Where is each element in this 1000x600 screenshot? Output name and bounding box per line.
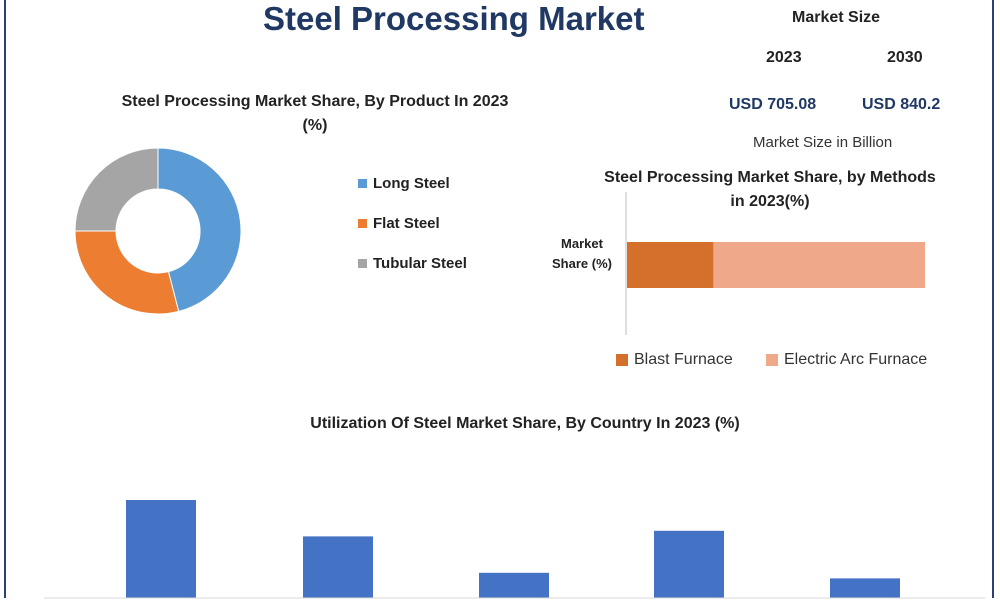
market-size-unit-note: Market Size in Billion — [753, 134, 893, 151]
country-bar — [830, 578, 900, 598]
market-size-2030-value: USD 840.2 — [862, 96, 941, 113]
legend-label-blast-furnace: Blast Furnace — [634, 351, 733, 368]
legend-item-flat-steel: Flat Steel — [358, 215, 440, 232]
year-2030-label: 2030 — [887, 49, 923, 66]
legend-item-blast-furnace: Blast Furnace — [616, 351, 733, 369]
legend-swatch-tubular-steel — [358, 259, 367, 268]
legend-swatch-blast-furnace — [616, 354, 628, 366]
country-bar — [303, 536, 373, 598]
country-bar — [654, 530, 724, 598]
country-chart-title: Utilization Of Steel Market Share, By Co… — [310, 415, 740, 432]
chart-frame — [4, 0, 994, 598]
legend-item-electric-arc-furnace: Electric Arc Furnace — [766, 351, 927, 369]
legend-label-flat-steel: Flat Steel — [373, 215, 440, 232]
market-size-label: Market Size — [792, 9, 881, 26]
legend-swatch-long-steel — [358, 179, 367, 188]
market-size-2023-value: USD 705.08 — [729, 96, 817, 113]
country-bar — [126, 500, 196, 598]
donut-slice-long-steel — [157, 147, 242, 313]
product-chart-title: Steel Processing Market Share, By Produc… — [121, 93, 509, 134]
legend-label-long-steel: Long Steel — [373, 175, 450, 192]
page-title: Steel Processing Market — [263, 0, 645, 37]
donut-slice-flat-steel — [74, 230, 180, 315]
methods-axis-label: Market Share (%) — [552, 236, 612, 271]
legend-label-tubular-steel: Tubular Steel — [373, 255, 467, 272]
country-bar — [479, 572, 549, 598]
donut-slice-tubular-steel — [74, 147, 159, 232]
year-2023-label: 2023 — [766, 49, 802, 66]
methods-bar-blast-furnace — [627, 242, 714, 288]
legend-label-electric-arc-furnace: Electric Arc Furnace — [784, 351, 928, 368]
methods-bar-electric-arc-furnace — [713, 242, 925, 288]
legend-swatch-flat-steel — [358, 219, 367, 228]
legend-swatch-electric-arc-furnace — [766, 354, 778, 366]
legend-item-tubular-steel: Tubular Steel — [358, 255, 467, 272]
methods-chart-title: Steel Processing Market Share, by Method… — [604, 169, 936, 210]
legend-item-long-steel: Long Steel — [358, 175, 450, 192]
